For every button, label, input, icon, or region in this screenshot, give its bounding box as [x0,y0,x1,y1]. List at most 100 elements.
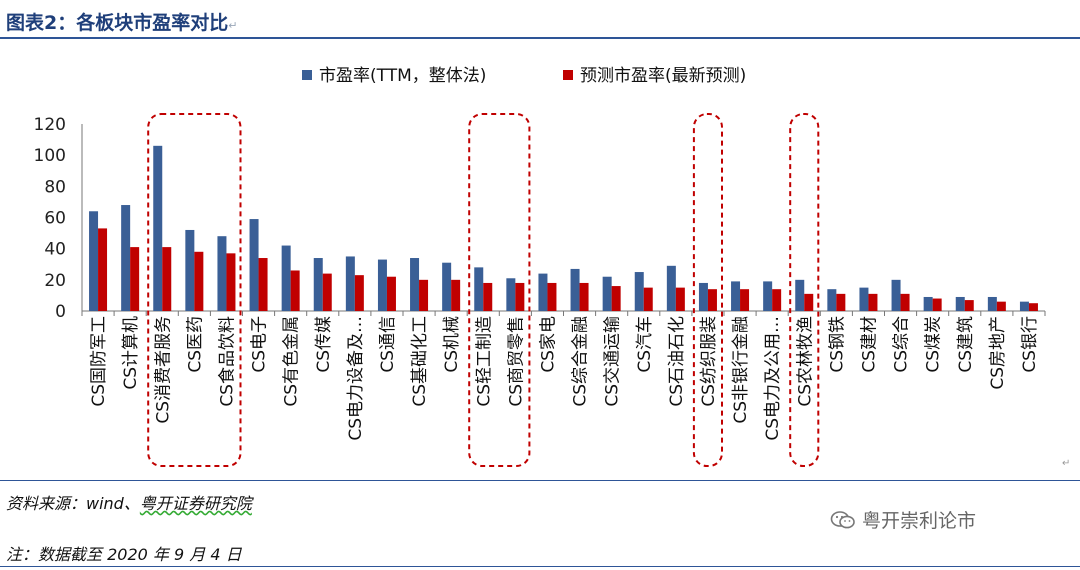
category-label: CS综合 [892,316,912,373]
bar-forecast [772,289,782,311]
bar-forecast [836,293,846,311]
watermark: 粤开崇利论市 [830,506,976,533]
bar-ttm [666,265,676,311]
bar-ttm [827,289,837,311]
category-label: CS电子 [250,316,270,373]
category-label: CS医药 [185,316,205,373]
bar-forecast [515,282,525,311]
bar-forecast [996,301,1006,311]
top-rule [0,37,1080,39]
source-brand: 粤开证券研究院 [139,494,252,513]
bar-ttm [923,296,933,311]
return-mark: ↵ [228,19,238,32]
legend-swatch-forecast [563,70,573,80]
category-label: CS交通运输 [603,316,623,407]
bar-forecast [740,289,750,311]
bar-forecast [322,273,332,311]
bar-ttm [281,245,291,311]
chart-title: 图表2：各板块市盈率对比↵ [6,8,237,35]
category-label: CS有色金属 [282,316,302,407]
highlight-box [789,113,820,467]
note-line: 注：数据截至 2020 年 9 月 4 日 [6,545,242,564]
category-label: CS石油石化 [667,316,687,407]
bar-ttm [153,145,163,311]
bar-forecast [643,287,653,311]
category-label: CS建材 [859,316,879,373]
bar-ttm [891,279,901,311]
category-label: CS传媒 [314,316,334,373]
bar-forecast [98,228,108,311]
bar-forecast [579,282,589,311]
bar-ttm [795,279,805,311]
category-label: CS银行 [1020,316,1040,373]
bar-forecast [964,300,974,311]
bar-ttm [731,281,741,311]
y-tick-label: 80 [44,177,66,197]
y-tick-label: 20 [44,271,66,291]
bar-forecast [868,293,878,311]
category-label: CS国防军工 [89,316,109,407]
bar-forecast [611,286,621,311]
middle-rule [0,480,1080,481]
bar-forecast [386,276,396,311]
legend-label-ttm: 市盈率(TTM，整体法) [319,66,486,86]
bar-ttm [698,282,708,311]
bar-forecast [162,247,172,311]
bar-ttm [249,219,259,311]
category-label: CS建筑 [956,316,976,373]
bar-forecast [290,270,300,311]
bar-forecast [226,253,236,311]
bars [89,145,1038,311]
category-label: CS通信 [378,316,398,373]
bar-ttm [506,278,516,311]
category-label: CS房地产 [988,316,1008,390]
category-label: CS机械 [442,316,462,373]
category-label: CS食品饮料 [217,316,237,407]
y-tick-label: 0 [55,302,66,322]
pe-comparison-chart: 市盈率(TTM，整体法) 预测市盈率(最新预测) 020406080100120 … [34,66,1046,467]
bar-ttm [377,259,387,311]
category-label: CS消费者服务 [153,316,173,424]
bar-ttm [538,273,548,311]
bar-forecast [547,282,557,311]
bar-ttm [185,229,195,311]
bar-ttm [217,236,227,311]
category-label: CS钢铁 [827,316,847,373]
bar-forecast [483,282,493,311]
source-line: 资料来源：wind、粤开证券研究院 [6,490,252,514]
category-label: CS纺织服装 [699,316,719,407]
bar-forecast [451,279,461,311]
category-label: CS家电 [538,316,558,373]
bar-ttm [474,267,484,311]
chart-title-text: 图表2：各板块市盈率对比 [6,12,229,34]
category-label: CS基础化工 [410,316,430,407]
source-prefix: 资料来源：wind、 [6,494,140,513]
bar-ttm [987,296,997,311]
y-tick-label: 60 [44,209,66,229]
bar-ttm [955,296,965,311]
legend-swatch-ttm [302,70,312,80]
bar-forecast [130,247,140,311]
watermark-text: 粤开崇利论市 [862,510,977,532]
bar-ttm [313,258,323,311]
category-label: CS轻工制造 [474,316,494,407]
highlight-box [468,113,531,467]
bar-forecast [675,287,685,311]
bar-forecast [354,275,364,311]
bar-ttm [1019,301,1029,311]
bar-ttm [410,258,420,311]
bar-forecast [258,258,268,311]
y-tick-label: 40 [44,240,66,260]
category-label: CS商贸零售 [506,316,526,407]
y-tick-label: 100 [34,146,66,166]
legend-label-forecast: 预测市盈率(最新预测) [580,66,746,86]
category-label: CS计算机 [121,316,141,390]
bar-forecast [804,293,814,311]
bar-forecast [1028,303,1038,311]
category-label: CS电力及公用… [763,316,783,441]
bar-ttm [121,205,131,311]
bar-forecast [900,293,910,311]
bottom-rule [0,566,1080,567]
bar-ttm [345,256,355,311]
bar-forecast [419,279,429,311]
